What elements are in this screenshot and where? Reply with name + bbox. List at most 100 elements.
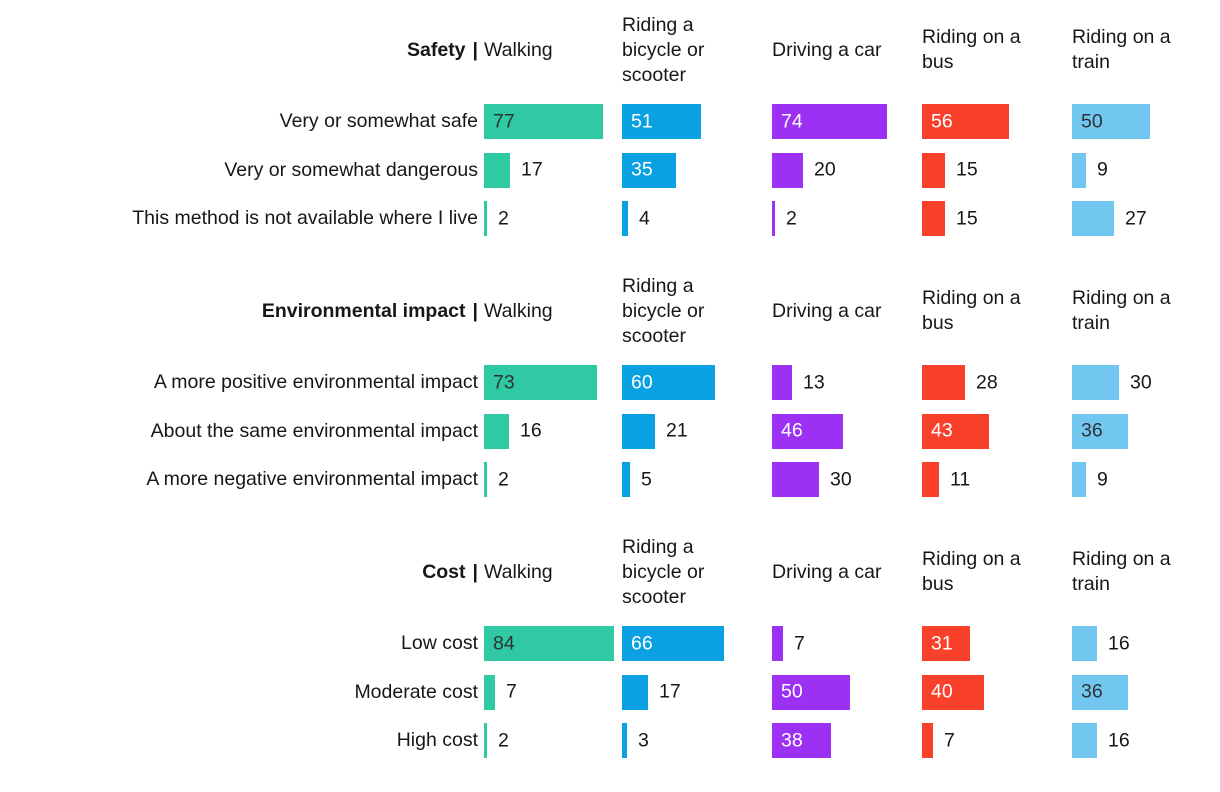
bar-bus — [922, 674, 984, 710]
bar-walking — [484, 104, 603, 139]
bar-bus — [922, 104, 1009, 139]
bar-value-label: 77 — [493, 110, 515, 132]
bar-value-label: 17 — [521, 158, 543, 181]
bar-cell-walking: 84 — [484, 626, 622, 661]
bar-value-label: 13 — [803, 371, 825, 393]
row-label: Very or somewhat dangerous — [224, 158, 478, 181]
bar-value-label: 40 — [931, 680, 953, 703]
bar-bicycle — [622, 626, 724, 661]
bar-value-label: 7 — [506, 680, 517, 703]
bar-value-label: 31 — [931, 632, 953, 654]
bar-value-label: 15 — [956, 158, 978, 181]
bar-value-label: 30 — [1130, 371, 1152, 393]
column-header-car: Driving a car — [772, 299, 882, 322]
bar-bicycle — [622, 462, 630, 497]
bar-cell-car: 7 — [772, 626, 922, 661]
bar-walking — [484, 152, 510, 188]
bar-row: Low cost 84 66 7 31 16 — [0, 626, 1220, 661]
bar-cell-car: 13 — [772, 365, 922, 400]
bar-cell-bus: 43 — [922, 413, 1072, 449]
bar-car — [772, 413, 843, 449]
bar-train — [1072, 674, 1128, 710]
bar-bicycle — [622, 104, 701, 139]
column-header-bicycle: Riding a bicycle or scooter — [622, 274, 705, 347]
bar-cell-bicycle: 5 — [622, 462, 772, 497]
column-header-bus: Riding on a bus — [922, 287, 1021, 334]
bar-cell-bicycle: 51 — [622, 104, 772, 139]
bar-value-label: 30 — [830, 468, 852, 490]
bar-value-label: 2 — [498, 729, 509, 751]
row-label: Moderate cost — [354, 680, 478, 703]
bar-cell-bus: 28 — [922, 365, 1072, 400]
bar-value-label: 50 — [1081, 110, 1103, 132]
bar-walking — [484, 201, 487, 236]
section-cost: Cost | Walking Riding a bicycle or scoote… — [0, 534, 1220, 758]
bar-car — [772, 201, 775, 236]
bar-value-label: 60 — [631, 371, 653, 393]
bar-value-label: 9 — [1097, 468, 1108, 490]
row-label: This method is not available where I liv… — [132, 207, 478, 229]
column-header-car: Driving a car — [772, 38, 882, 61]
bar-bicycle — [622, 152, 676, 188]
bar-cell-walking: 2 — [484, 462, 622, 497]
bar-value-label: 27 — [1125, 207, 1147, 229]
bar-walking — [484, 626, 614, 661]
bar-cell-train: 27 — [1072, 201, 1220, 236]
bar-cell-walking: 16 — [484, 413, 622, 449]
column-header-train: Riding on a train — [1072, 548, 1171, 595]
bar-car — [772, 674, 850, 710]
bar-value-label: 56 — [931, 110, 953, 132]
bar-cell-car: 2 — [772, 201, 922, 236]
bar-value-label: 84 — [493, 632, 515, 654]
bar-value-label: 5 — [641, 468, 652, 490]
bar-value-label: 74 — [781, 110, 803, 132]
bar-car — [772, 365, 792, 400]
column-header-bicycle: Riding a bicycle or scooter — [622, 535, 705, 608]
row-label: A more negative environmental impact — [146, 468, 478, 490]
column-header-walking: Walking — [484, 299, 553, 322]
column-header-bus: Riding on a bus — [922, 548, 1021, 595]
bar-bus — [922, 152, 945, 188]
title-separator: | — [472, 299, 478, 322]
bar-value-label: 43 — [931, 419, 953, 442]
bar-bus — [922, 365, 965, 400]
bar-value-label: 17 — [659, 680, 681, 703]
column-header-bus: Riding on a bus — [922, 26, 1021, 73]
bar-value-label: 35 — [631, 158, 653, 181]
bar-cell-bicycle: 60 — [622, 365, 772, 400]
bar-car — [772, 723, 831, 758]
bar-cell-bus: 7 — [922, 723, 1072, 758]
bar-cell-bicycle: 35 — [622, 152, 772, 188]
bar-cell-train: 30 — [1072, 365, 1220, 400]
row-label: High cost — [396, 729, 478, 751]
bar-cell-car: 74 — [772, 104, 922, 139]
bar-value-label: 38 — [781, 729, 803, 751]
row-label: A more positive environmental impact — [153, 371, 478, 393]
bar-value-label: 51 — [631, 110, 653, 132]
bar-bus — [922, 201, 945, 236]
bar-cell-car: 50 — [772, 674, 922, 710]
column-header-walking: Walking — [484, 560, 553, 583]
bar-car — [772, 462, 819, 497]
bar-cell-train: 16 — [1072, 626, 1220, 661]
bar-row: A more negative environmental impact 2 5… — [0, 462, 1220, 497]
bar-value-label: 15 — [956, 207, 978, 229]
bar-row: High cost 2 3 38 7 16 — [0, 723, 1220, 758]
bar-walking — [484, 723, 487, 758]
bar-value-label: 73 — [493, 371, 515, 393]
bar-cell-bicycle: 17 — [622, 674, 772, 710]
bar-cell-walking: 2 — [484, 723, 622, 758]
bar-value-label: 2 — [498, 207, 509, 229]
bar-train — [1072, 201, 1114, 236]
bar-train — [1072, 413, 1128, 449]
bar-bus — [922, 413, 989, 449]
bar-value-label: 3 — [638, 729, 649, 751]
bar-train — [1072, 152, 1086, 188]
bar-cell-walking: 2 — [484, 201, 622, 236]
bar-train — [1072, 104, 1150, 139]
bar-bicycle — [622, 365, 715, 400]
bar-row: A more positive environmental impact 73 … — [0, 365, 1220, 400]
row-label: Very or somewhat safe — [279, 110, 478, 132]
bar-bus — [922, 462, 939, 497]
bar-cell-walking: 7 — [484, 674, 622, 710]
